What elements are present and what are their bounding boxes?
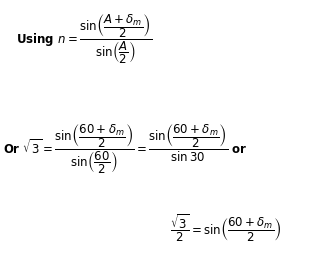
Text: Using $n = \dfrac{\sin\!\left(\dfrac{A+\delta_m}{2}\right)}{\sin\!\left(\dfrac{A: Using $n = \dfrac{\sin\!\left(\dfrac{A+\… (16, 13, 153, 66)
Text: Or $\sqrt{3} = \dfrac{\sin\!\left(\dfrac{60+\delta_m}{2}\right)}{\sin\!\left(\df: Or $\sqrt{3} = \dfrac{\sin\!\left(\dfrac… (3, 123, 248, 176)
Text: $\dfrac{\sqrt{3}}{2} = \sin\!\left(\dfrac{60+\delta_m}{2}\right)$: $\dfrac{\sqrt{3}}{2} = \sin\!\left(\dfra… (170, 212, 281, 244)
